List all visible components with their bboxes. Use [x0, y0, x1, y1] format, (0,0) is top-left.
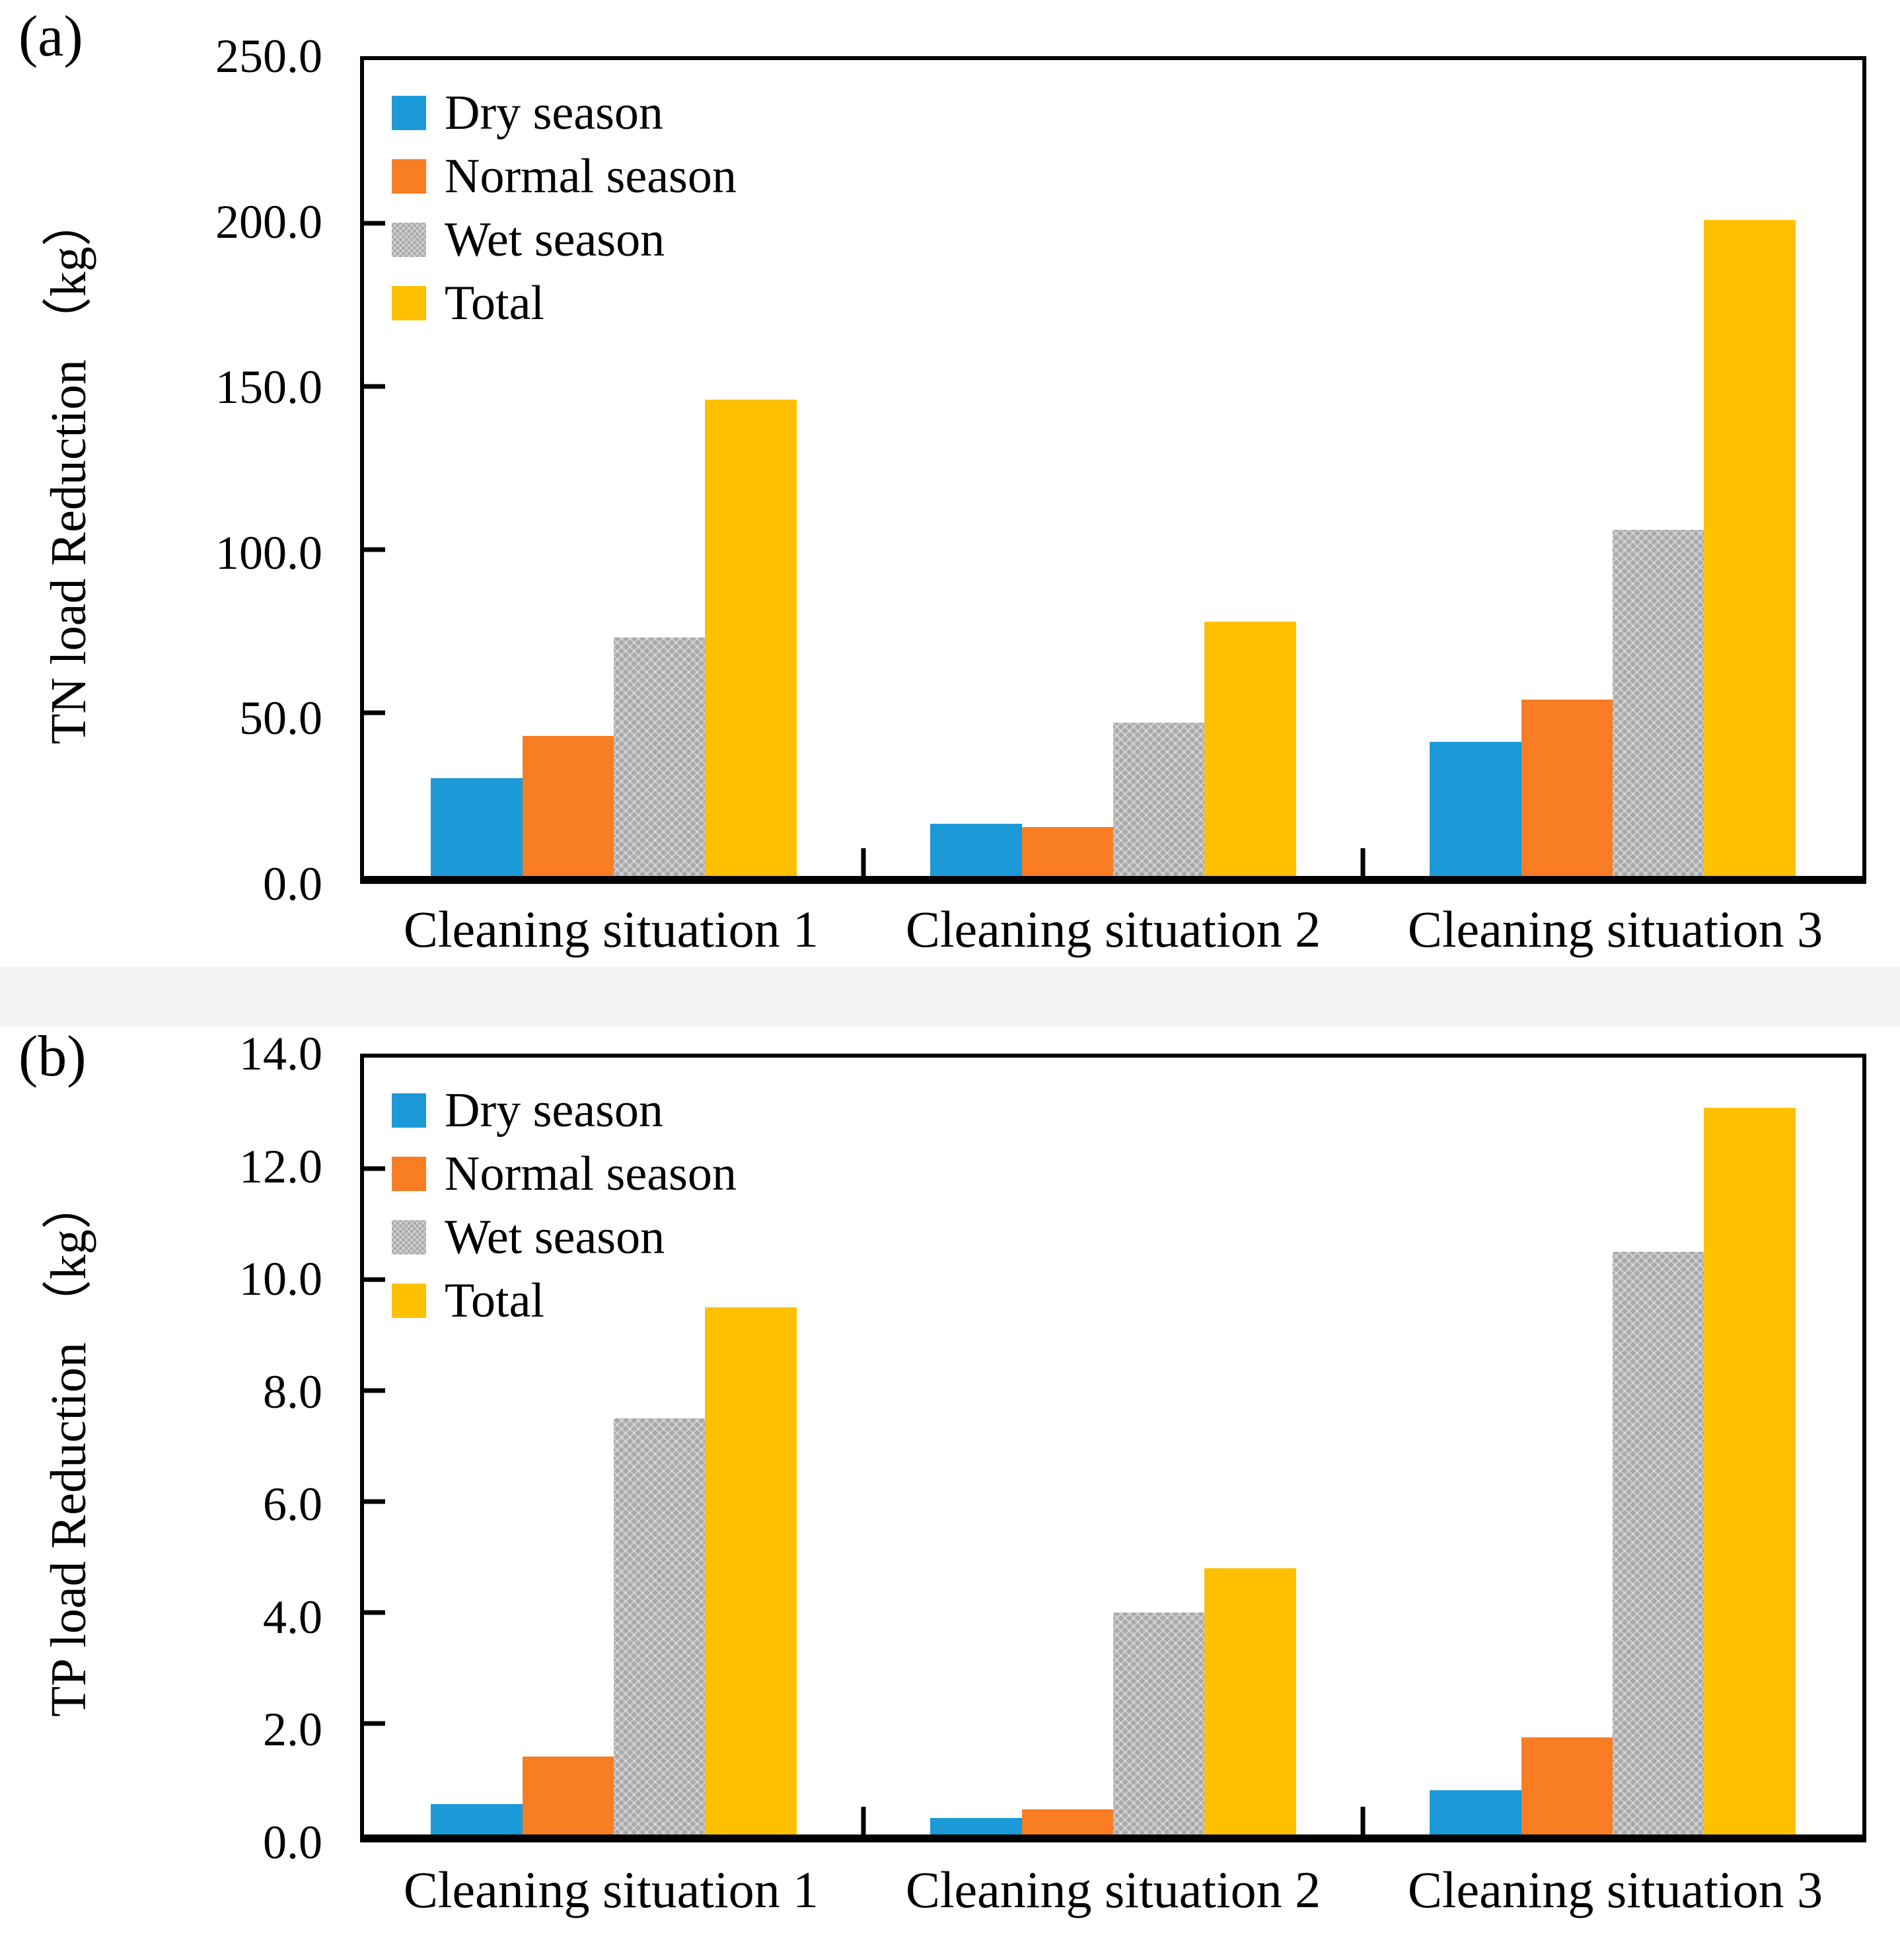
panel-a-y-tick-labels: 0.0 50.0 100.0 150.0 200.0 250.0	[86, 32, 330, 908]
y-axis-tick-mark	[364, 221, 385, 226]
y-axis-tick-mark	[364, 1499, 385, 1504]
legend-label-normal-season: Normal season	[445, 149, 737, 203]
legend-item-normal-season: Normal season	[392, 1142, 737, 1206]
category-label-cleaning-situation-3: Cleaning situation 3	[1407, 1861, 1823, 1918]
legend-swatch-dry-season	[392, 1093, 426, 1128]
bar-wet-season-cleaning-situation-2	[1113, 722, 1205, 876]
category-label-cleaning-situation-1: Cleaning situation 1	[403, 900, 819, 958]
categories-a: Cleaning situation 1 Cleaning situation 2…	[360, 901, 1866, 958]
panel-a-letter: (a)	[18, 5, 83, 69]
legend-swatch-normal-season	[392, 1157, 426, 1191]
legend-item-normal-season: Normal season	[392, 145, 737, 208]
category-label-cleaning-situation-3: Cleaning situation 3	[1407, 900, 1823, 958]
y-axis-tick-mark	[364, 547, 385, 552]
legend-item-total: Total	[392, 1269, 737, 1332]
legend-label-wet-season: Wet season	[445, 1210, 665, 1264]
legend-swatch-dry-season	[392, 96, 426, 130]
x-axis-tick-mark	[861, 1807, 866, 1834]
panel-b-y-tick-labels: 0.0 2.0 4.0 6.0 8.0 10.0 12.0 14.0	[86, 1030, 330, 1866]
y-tick-label: 250.0	[215, 30, 322, 83]
category-label-cleaning-situation-1: Cleaning situation 1	[403, 1861, 819, 1918]
legend-item-total: Total	[392, 272, 737, 335]
y-tick-label: 2.0	[263, 1703, 322, 1757]
bar-dry-season-cleaning-situation-3	[1430, 1790, 1521, 1834]
legend-item-wet-season: Wet season	[392, 1206, 737, 1269]
y-tick-label: 0.0	[263, 1816, 322, 1869]
bar-dry-season-cleaning-situation-2	[930, 823, 1022, 876]
plot-area-a: Dry season Normal season Wet season Total	[360, 56, 1866, 884]
x-axis-tick-mark	[1360, 848, 1366, 876]
bar-wet-season-cleaning-situation-1	[614, 1418, 706, 1834]
bar-wet-season-cleaning-situation-1	[614, 637, 706, 876]
legend-a: Dry season Normal season Wet season Total	[392, 81, 737, 335]
legend-swatch-normal-season	[392, 159, 426, 194]
legend-swatch-total	[392, 286, 426, 320]
bar-dry-season-cleaning-situation-1	[431, 778, 523, 876]
y-tick-label: 8.0	[263, 1365, 322, 1418]
y-axis-tick-mark	[364, 710, 385, 715]
categories-b: Cleaning situation 1 Cleaning situation 2…	[360, 1862, 1866, 1918]
bar-normal-season-cleaning-situation-2	[1021, 826, 1113, 876]
legend-item-dry-season: Dry season	[392, 1079, 737, 1142]
y-tick-label: 150.0	[215, 361, 322, 414]
y-tick-label: 0.0	[263, 857, 322, 910]
y-axis-tick-mark	[364, 1721, 385, 1726]
bar-total-cleaning-situation-2	[1204, 621, 1296, 876]
y-tick-label: 10.0	[239, 1252, 322, 1306]
category-label-cleaning-situation-2: Cleaning situation 2	[905, 900, 1321, 958]
legend-swatch-total	[392, 1284, 426, 1318]
category-label-cleaning-situation-2: Cleaning situation 2	[905, 1861, 1321, 1918]
bar-wet-season-cleaning-situation-3	[1613, 530, 1704, 876]
plot-area-b: Dry season Normal season Wet season Total	[360, 1054, 1866, 1842]
bar-dry-season-cleaning-situation-1	[431, 1803, 523, 1834]
bar-normal-season-cleaning-situation-3	[1521, 1737, 1613, 1834]
bar-wet-season-cleaning-situation-3	[1613, 1252, 1704, 1834]
legend-label-total: Total	[445, 1274, 544, 1328]
between-panel-band	[0, 967, 1900, 1027]
bar-normal-season-cleaning-situation-1	[522, 1757, 614, 1834]
y-axis-tick-mark	[364, 1277, 385, 1282]
legend-label-wet-season: Wet season	[445, 213, 665, 267]
y-axis-tick-mark	[364, 1166, 385, 1171]
legend-label-normal-season: Normal season	[445, 1147, 737, 1201]
bar-total-cleaning-situation-1	[705, 399, 797, 876]
x-axis-tick-mark	[861, 848, 866, 876]
panel-b-letter: (b)	[18, 1025, 87, 1089]
y-axis-tick-mark	[364, 1610, 385, 1615]
bar-normal-season-cleaning-situation-2	[1021, 1809, 1113, 1834]
bar-total-cleaning-situation-2	[1204, 1568, 1296, 1834]
bar-total-cleaning-situation-1	[705, 1307, 797, 1834]
legend-item-dry-season: Dry season	[392, 81, 737, 145]
bar-total-cleaning-situation-3	[1704, 220, 1796, 876]
legend-label-total: Total	[445, 276, 544, 330]
y-tick-label: 6.0	[263, 1478, 322, 1531]
legend-item-wet-season: Wet season	[392, 208, 737, 272]
y-tick-label: 50.0	[239, 692, 322, 745]
bar-dry-season-cleaning-situation-2	[930, 1817, 1022, 1834]
y-tick-label: 200.0	[215, 195, 322, 248]
bar-total-cleaning-situation-3	[1704, 1107, 1796, 1834]
x-axis-tick-mark	[1360, 1807, 1366, 1834]
legend-label-dry-season: Dry season	[445, 1083, 663, 1138]
y-axis-tick-mark	[364, 1388, 385, 1393]
bar-normal-season-cleaning-situation-3	[1521, 700, 1613, 876]
bar-wet-season-cleaning-situation-2	[1113, 1613, 1205, 1834]
y-axis-tick-mark	[364, 384, 385, 389]
legend-swatch-wet-season	[392, 1220, 426, 1254]
bar-normal-season-cleaning-situation-1	[522, 735, 614, 876]
legend-swatch-wet-season	[392, 223, 426, 257]
bar-dry-season-cleaning-situation-3	[1430, 742, 1521, 876]
legend-b: Dry season Normal season Wet season Total	[392, 1079, 737, 1332]
y-tick-label: 4.0	[263, 1590, 322, 1644]
legend-label-dry-season: Dry season	[445, 86, 663, 140]
y-tick-label: 14.0	[239, 1027, 322, 1080]
y-tick-label: 100.0	[215, 526, 322, 579]
y-tick-label: 12.0	[239, 1140, 322, 1193]
